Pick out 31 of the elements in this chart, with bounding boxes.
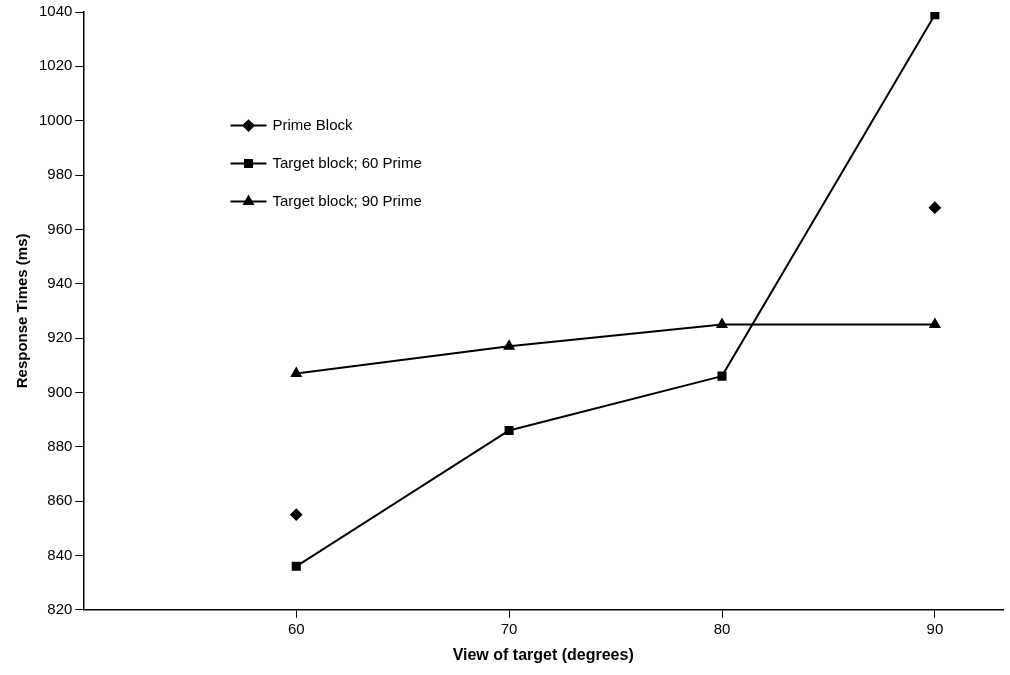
legend-label: Prime Block (272, 115, 354, 133)
x-axis-title: View of target (degrees) (452, 645, 634, 663)
x-tick-label: 90 (926, 619, 944, 637)
x-tick-label: 80 (713, 619, 731, 637)
point (504, 425, 514, 435)
legend-label: Target block; 90 Prime (272, 191, 422, 209)
point (291, 561, 301, 571)
point (503, 340, 515, 350)
y-tick-label: 1000 (38, 110, 73, 128)
y-tick-label: 820 (47, 599, 73, 617)
point (930, 12, 940, 20)
x-tick-label: 60 (287, 619, 305, 637)
point (717, 371, 727, 381)
point (290, 508, 303, 521)
y-tick-label: 920 (47, 328, 73, 346)
y-tick-label: 900 (47, 382, 73, 400)
y-tick-label: 940 (47, 273, 73, 291)
y-axis-title: Response Times (ms) (13, 233, 31, 389)
point (929, 318, 941, 328)
y-tick-label: 840 (47, 545, 73, 563)
point (928, 201, 941, 214)
legend-label: Target block; 60 Prime (272, 153, 422, 171)
y-tick-label: 880 (47, 436, 73, 454)
y-tick-label: 960 (47, 219, 73, 237)
y-tick-label: 980 (47, 165, 73, 183)
point (290, 367, 302, 377)
y-tick-label: 860 (47, 491, 73, 509)
y-tick-label: 1040 (38, 2, 73, 20)
x-tick-label: 70 (500, 619, 518, 637)
point (716, 318, 728, 328)
y-tick-label: 1020 (38, 56, 73, 74)
